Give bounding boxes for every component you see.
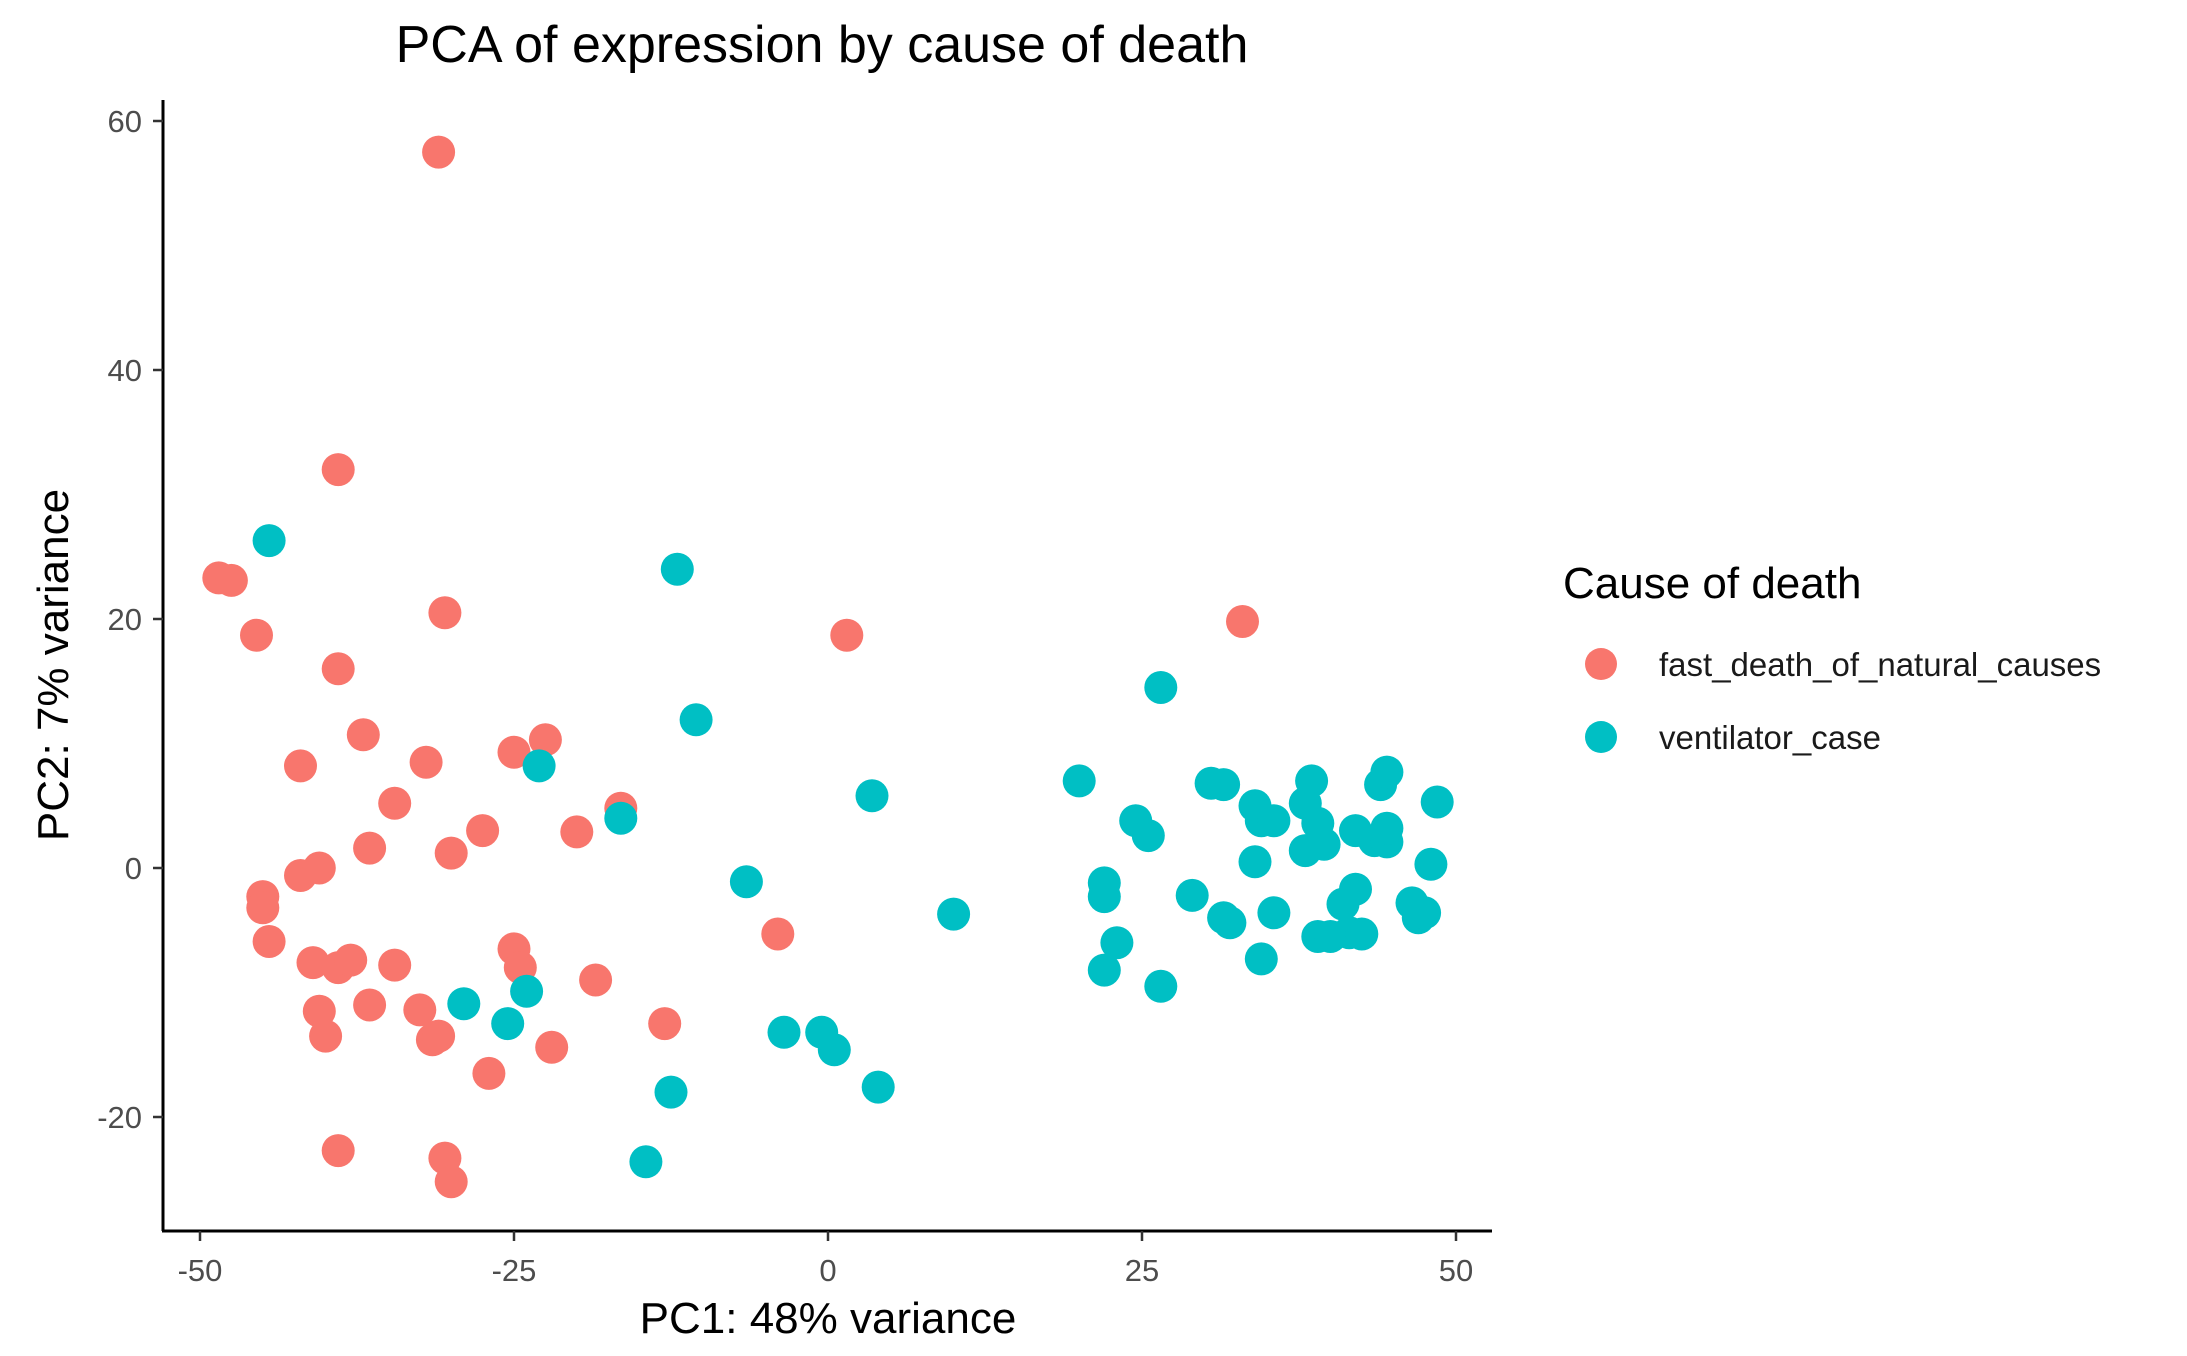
data-point-fast-death-38 [472,1056,506,1090]
data-point-ventilator-13 [817,1033,851,1067]
data-point-ventilator-7 [937,897,971,931]
legend-label-fast-death: fast_death_of_natural_causes [1659,646,2101,683]
data-point-fast-death-11 [528,723,562,757]
data-point-fast-death-14 [353,831,387,865]
data-point-ventilator-32 [1238,845,1272,879]
data-point-fast-death-16 [466,814,500,848]
legend-label-ventilator: ventilator_case [1659,719,1881,756]
data-point-ventilator-0 [252,524,286,558]
data-point-ventilator-58 [1408,896,1442,930]
data-point-fast-death-37 [648,1007,682,1041]
x-axis-ticks: -50 -25 0 25 50 [178,1231,1473,1288]
data-point-ventilator-4 [604,801,638,835]
data-point-ventilator-16 [629,1145,663,1179]
data-point-fast-death-35 [422,1019,456,1053]
data-point-fast-death-43 [830,618,864,652]
data-point-ventilator-15 [654,1075,688,1109]
x-axis-title: PC1: 48% variance [640,1294,1017,1343]
data-point-ventilator-18 [1062,764,1096,798]
data-point-fast-death-32 [403,993,437,1027]
data-point-ventilator-11 [767,1015,801,1049]
data-point-ventilator-31 [1257,804,1291,838]
data-point-fast-death-7 [346,718,380,752]
data-point-fast-death-33 [309,1019,343,1053]
data-point-ventilator-55 [1345,917,1379,951]
y-tick-label: -20 [97,1100,142,1135]
data-point-ventilator-35 [1257,896,1291,930]
data-point-ventilator-6 [729,865,763,899]
data-point-fast-death-3 [214,563,248,597]
data-point-fast-death-21 [246,891,280,925]
data-point-fast-death-25 [334,943,368,977]
points-layer [202,135,1454,1199]
data-point-fast-death-15 [434,836,468,870]
data-point-fast-death-22 [252,925,286,958]
data-point-ventilator-36 [1244,942,1278,976]
data-point-fast-death-19 [302,851,336,885]
data-point-ventilator-34 [1213,906,1247,940]
y-tick-label: 40 [108,353,142,388]
data-point-ventilator-28 [1207,768,1241,802]
data-point-fast-death-5 [240,618,273,652]
data-point-fast-death-12 [378,786,412,820]
data-point-fast-death-29 [579,963,613,997]
data-point-ventilator-48 [1420,785,1454,819]
x-tick-label: 50 [1439,1253,1473,1288]
data-point-ventilator-47 [1370,755,1404,789]
data-point-ventilator-10 [491,1007,525,1041]
data-point-fast-death-8 [284,749,317,783]
data-point-fast-death-1 [321,453,355,487]
data-point-ventilator-24 [1087,953,1121,987]
data-point-ventilator-20 [1131,819,1165,853]
data-point-ventilator-22 [1087,880,1121,914]
data-point-fast-death-31 [353,988,387,1022]
data-point-ventilator-38 [1295,764,1329,798]
y-axis-title: PC2: 7% variance [29,489,78,841]
y-tick-label: 60 [108,104,142,139]
data-point-ventilator-49 [1414,847,1448,881]
data-point-fast-death-17 [560,815,594,849]
data-point-fast-death-39 [321,1134,355,1168]
data-point-ventilator-5 [855,779,889,813]
data-point-ventilator-1 [660,552,694,586]
y-tick-label: 0 [125,851,142,886]
data-point-ventilator-2 [679,703,713,737]
chart-title: PCA of expression by cause of death [396,16,1249,74]
data-point-ventilator-17 [1144,671,1178,704]
legend-key-fast-death [1585,648,1617,680]
data-point-fast-death-41 [434,1165,468,1199]
data-point-fast-death-44 [1226,605,1259,638]
data-point-ventilator-41 [1288,834,1322,868]
x-tick-label: -50 [178,1253,223,1288]
data-point-ventilator-45 [1370,811,1404,845]
data-point-fast-death-26 [378,948,412,982]
legend-key-ventilator [1585,721,1617,753]
data-point-fast-death-23 [296,946,330,980]
data-point-fast-death-6 [321,652,355,686]
x-tick-label: -25 [492,1253,537,1288]
data-point-fast-death-4 [428,596,462,630]
legend: Cause of death fast_death_of_natural_cau… [1563,559,2101,756]
data-point-fast-death-30 [302,994,336,1028]
data-point-ventilator-23 [1100,926,1134,960]
data-point-fast-death-42 [761,917,795,951]
data-point-ventilator-14 [861,1070,895,1104]
data-point-ventilator-26 [1175,878,1209,912]
data-point-ventilator-25 [1144,969,1178,1003]
data-point-fast-death-10 [497,735,531,769]
data-point-ventilator-51 [1339,872,1372,906]
y-axis-ticks: -20 0 20 40 60 [97,104,163,1135]
data-point-fast-death-9 [409,745,443,779]
y-tick-label: 20 [108,602,142,637]
data-point-fast-death-0 [422,135,456,169]
x-tick-label: 25 [1125,1253,1159,1288]
x-tick-label: 0 [819,1253,836,1288]
data-point-ventilator-8 [447,987,481,1021]
data-point-fast-death-36 [535,1030,569,1064]
data-point-ventilator-9 [510,974,544,1008]
data-point-ventilator-3 [522,749,556,783]
legend-title: Cause of death [1563,559,1861,608]
